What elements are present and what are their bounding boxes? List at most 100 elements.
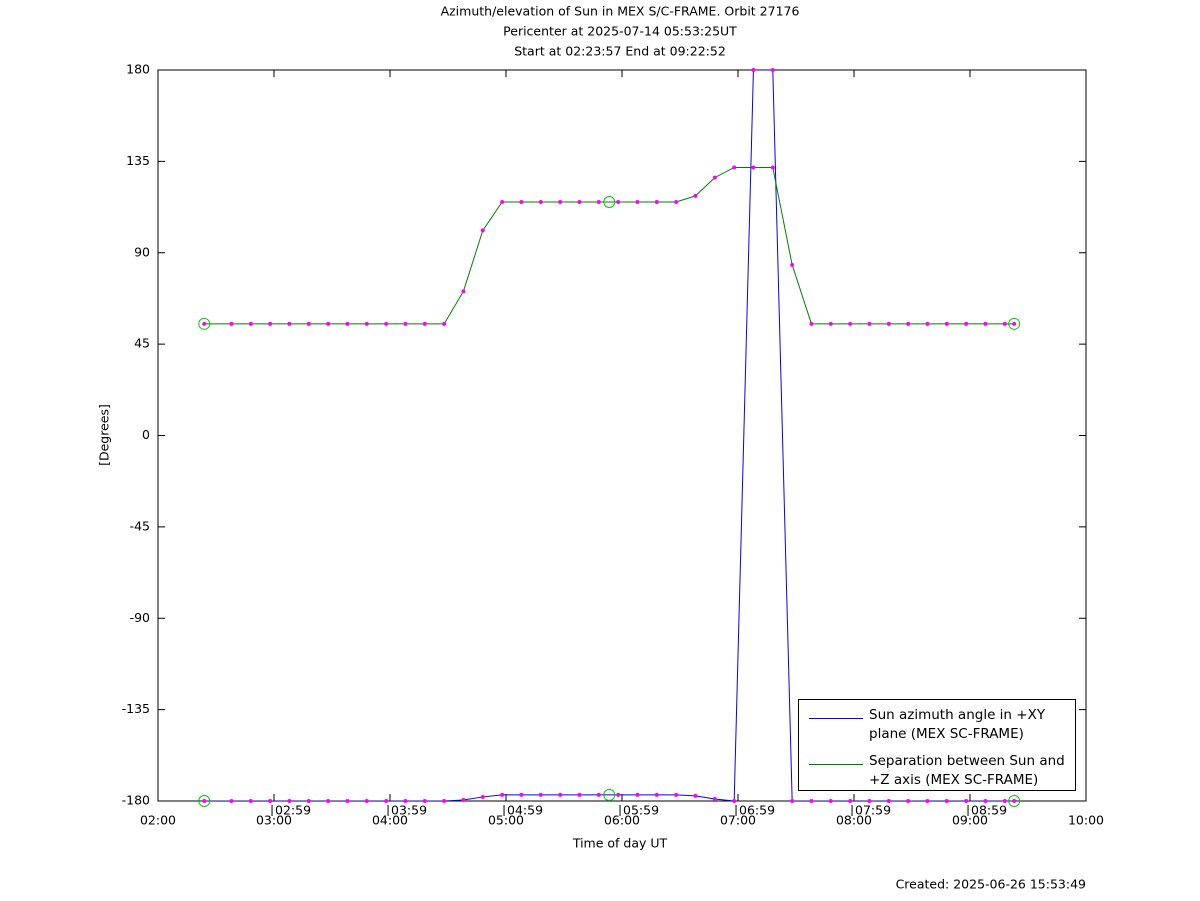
chart-subtitle: Pericenter at 2025-07-14 05:53:25UT [503,24,737,39]
data-point [635,199,640,204]
data-point [287,321,292,326]
legend-item: Separation between Sun and +Z axis (MEX … [799,752,1077,792]
data-point [616,792,621,797]
data-point [480,228,485,233]
data-point [500,792,505,797]
data-point [732,165,737,170]
y-tick-label: -180 [122,793,150,808]
data-point [964,321,969,326]
time-mark-label: 05:59 [623,803,659,818]
data-point [287,799,292,803]
data-point [345,321,350,326]
data-point [538,199,543,204]
highlight-marker [198,317,211,330]
data-point [306,799,311,803]
x-tick-label: 03:00 [256,813,292,828]
data-point [635,792,640,797]
data-point [558,792,563,797]
legend: Sun azimuth angle in +XY plane (MEX SC-F… [798,699,1076,791]
data-point [925,321,930,326]
data-point [577,792,582,797]
data-point [596,792,601,797]
plot-frame [157,69,1087,802]
footer: Created: 2025-06-26 15:53:49 [896,877,1086,892]
time-mark-label: 07:59 [855,803,891,818]
highlight-marker [1008,795,1021,807]
data-point [384,799,389,803]
data-point [732,799,737,803]
chart-subtitle-2: Start at 02:23:57 End at 09:22:52 [514,44,726,59]
data-point [1002,799,1007,803]
data-point [461,289,466,294]
data-point [306,321,311,326]
data-point [790,262,795,267]
data-point [751,165,756,170]
highlight-marker [198,795,211,807]
x-tick-label: 02:00 [140,813,176,828]
data-point [848,321,853,326]
data-point [906,321,911,326]
y-tick-label: -90 [130,610,150,625]
data-point [693,193,698,198]
time-mark-label: 03:59 [391,803,427,818]
data-point [500,199,505,204]
data-point [983,321,988,326]
y-tick-label: 135 [126,153,150,168]
data-point [403,799,408,803]
legend-swatch [809,718,863,719]
data-point [202,799,207,803]
data-point [867,321,872,326]
series-line [204,166,1015,325]
x-tick-label: 09:00 [952,813,988,828]
data-point [268,321,273,326]
y-tick-label: -45 [130,518,150,533]
data-point [790,799,795,803]
data-point [616,199,621,204]
data-point [442,321,447,326]
data-point [1002,321,1007,326]
data-point [751,68,756,72]
data-point [770,165,775,170]
data-point [770,68,775,72]
data-point [654,792,659,797]
data-point [983,799,988,803]
data-point [268,799,273,803]
y-tick-label: 0 [142,427,150,442]
y-tick-label: 90 [134,244,150,259]
data-point [693,793,698,798]
data-point [944,321,949,326]
data-point [202,321,207,326]
y-tick-label: 45 [134,336,150,351]
data-point [1012,321,1017,326]
data-point [886,321,891,326]
legend-label: Sun azimuth angle in +XY plane (MEX SC-F… [869,707,1046,742]
data-point [674,199,679,204]
data-point [596,199,601,204]
data-point [867,799,872,803]
data-point [577,199,582,204]
data-point [345,799,350,803]
data-point [248,799,253,803]
data-point [461,797,466,802]
data-point [809,799,814,803]
data-point [712,796,717,801]
data-point [944,799,949,803]
data-point [403,321,408,326]
data-point [480,794,485,799]
legend-swatch [809,764,863,765]
highlight-marker [1008,317,1021,330]
data-point [964,799,969,803]
highlight-marker [603,788,616,801]
time-mark-label: 02:59 [275,803,311,818]
data-point [248,321,253,326]
data-point [229,799,234,803]
data-point [519,792,524,797]
data-point [326,321,331,326]
y-tick-label: 180 [126,62,150,77]
data-point [229,321,234,326]
highlight-marker [603,195,616,208]
data-point [809,321,814,326]
data-point [326,799,331,803]
x-tick-label: 05:00 [488,813,524,828]
